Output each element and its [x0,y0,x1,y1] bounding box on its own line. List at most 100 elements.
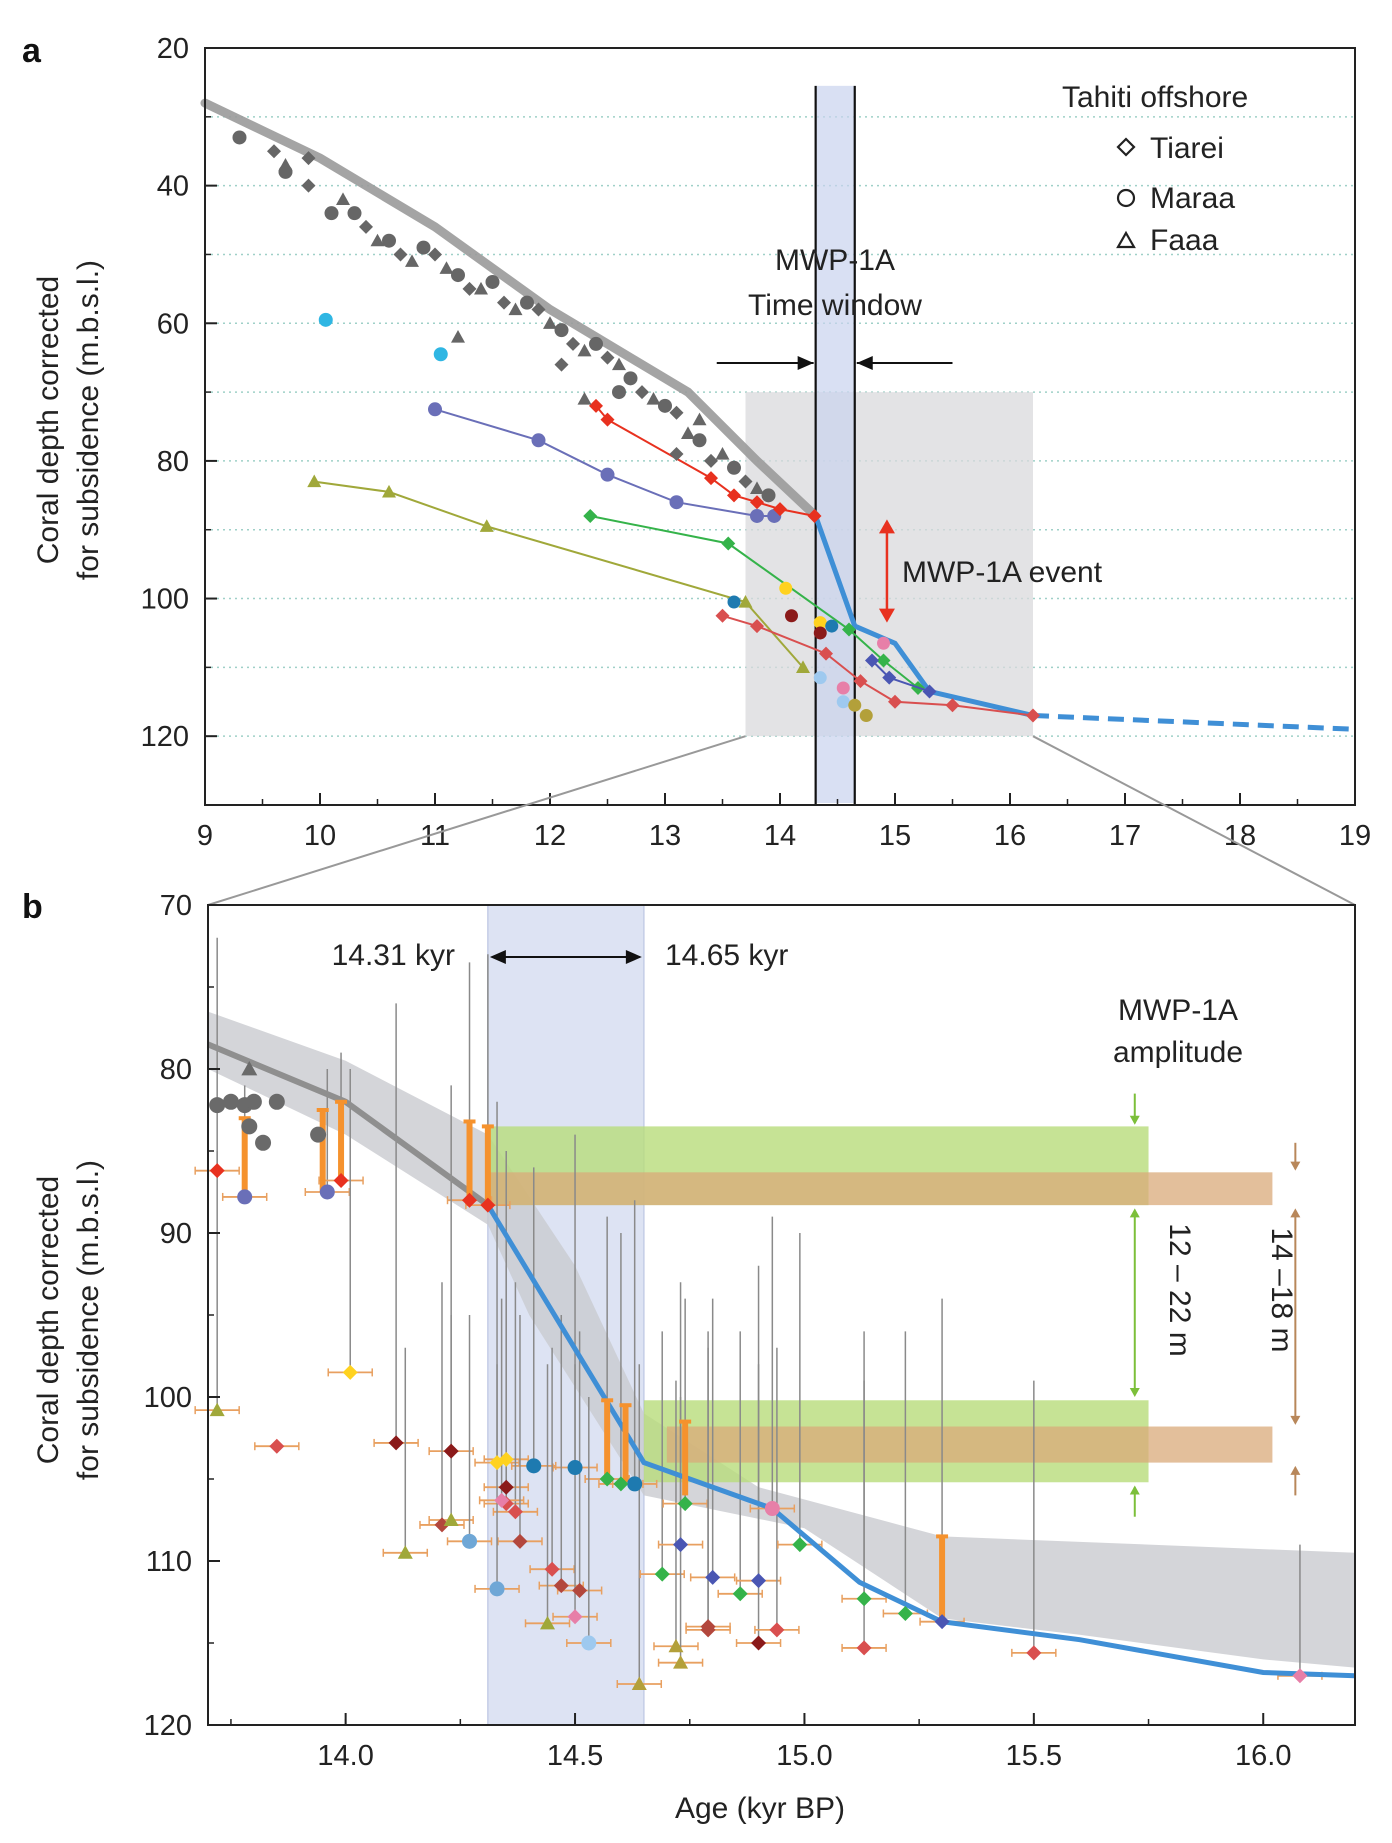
data-point [489,1581,505,1597]
data-point [792,1537,808,1553]
x-tick-label: 14.5 [547,1740,603,1772]
data-point [700,1619,716,1635]
data-point [677,1496,693,1512]
sea-level-line [485,1203,1356,1679]
grey-point [462,281,477,296]
x-tick-label: 14.0 [317,1740,373,1772]
data-point [434,1517,450,1533]
data-point [732,1586,748,1602]
grey-point [658,398,672,413]
series-point [842,622,856,637]
grey-point [681,426,695,439]
grey-point [439,261,454,274]
data-point [572,1583,588,1599]
data-point [897,1605,913,1621]
grey-point [623,371,638,386]
data-point [269,1438,285,1454]
grey-point [232,130,247,145]
tan-bottom-head [1290,1465,1301,1475]
x-tick-label: 9 [197,820,213,852]
series-point [715,608,730,623]
data-point [567,1460,583,1476]
data-point [934,1614,950,1630]
data-point [631,1676,647,1690]
window-arrow-right-head [856,356,873,370]
x-tick-label: 14 [764,820,796,852]
series-point [428,402,442,417]
grey-point [612,385,626,400]
series-point [669,495,684,510]
grey-point [405,254,419,267]
green-range-head-up [1129,1208,1140,1218]
grey-point [566,336,580,351]
window-fill [815,85,855,804]
extra-point [727,595,741,609]
panel-b-y-label-line2: for subsidence (m.b.s.l.) [72,1160,105,1480]
series-point [750,508,764,523]
x-tick-label: 19 [1339,820,1371,852]
data-point [1292,1668,1308,1684]
extra-point [877,636,890,650]
green-range-head-down [1129,1388,1140,1397]
data-point [764,1501,780,1517]
legend-triangle-icon [1116,230,1136,249]
data-point [668,1638,684,1653]
data-point [567,1609,583,1625]
grey-point [268,1093,285,1110]
data-point [494,1492,510,1508]
series-point [796,660,810,673]
grey-point [255,1134,272,1151]
legend-label-tiarei: Tiarei [1150,132,1224,165]
panel-a-y-ticks: 20 40 60 80 100 120 [141,33,217,806]
legend-title: Tahiti offshore [1062,81,1248,114]
panel-b-letter: b [22,888,43,926]
amplitude-label-line2: amplitude [1113,1036,1243,1069]
grey-point [336,192,350,205]
grey-point [370,233,385,247]
series-point [531,433,546,448]
tan-range-label: 14 –18 m [1265,1227,1298,1352]
tan-range-head-up [1290,1208,1301,1218]
grey-point [554,357,569,372]
extra-point [836,681,850,695]
series-point [721,536,736,551]
y-tick-label: 70 [160,890,192,922]
legend-circle-icon [1116,188,1136,208]
series-point [819,646,833,661]
series-point [704,471,718,486]
extra-point [813,671,827,685]
grey-point [727,460,741,475]
extra-point [825,619,839,633]
data-point [673,1655,689,1669]
data-point [498,1479,514,1495]
window-label-line1: MWP-1A [775,244,895,277]
extra-point [836,695,850,709]
x-tick-label: 18 [1224,820,1256,852]
data-point [544,1561,560,1577]
green-top-head [1129,1115,1140,1125]
panel-a-x-ticks: 9 10 11 12 13 14 15 16 17 18 19 [197,793,1371,852]
zoom-line-left [207,735,746,906]
grey-point [324,206,339,221]
event-arrow-head-down [878,608,895,623]
series-point [876,653,891,668]
grey-point [600,350,615,365]
tan-band [487,1172,1273,1206]
panel-b-orange-bars [238,1099,949,1622]
event-arrow-head-up [878,519,895,534]
y-tick-label: 80 [160,1054,192,1086]
event-label: MWP-1A event [902,556,1103,589]
grey-point [382,233,396,248]
panel-b-points [209,1163,1308,1690]
x-tick-label: 15.0 [776,1740,832,1772]
data-point [512,1533,528,1549]
data-point [599,1471,615,1487]
data-point [769,1622,785,1638]
data-point [553,1578,569,1594]
grey-point [451,268,465,283]
amplitude-label-line1: MWP-1A [1118,994,1238,1027]
grey-point [278,164,293,179]
grey-point [520,295,534,310]
extra-point [813,616,827,630]
